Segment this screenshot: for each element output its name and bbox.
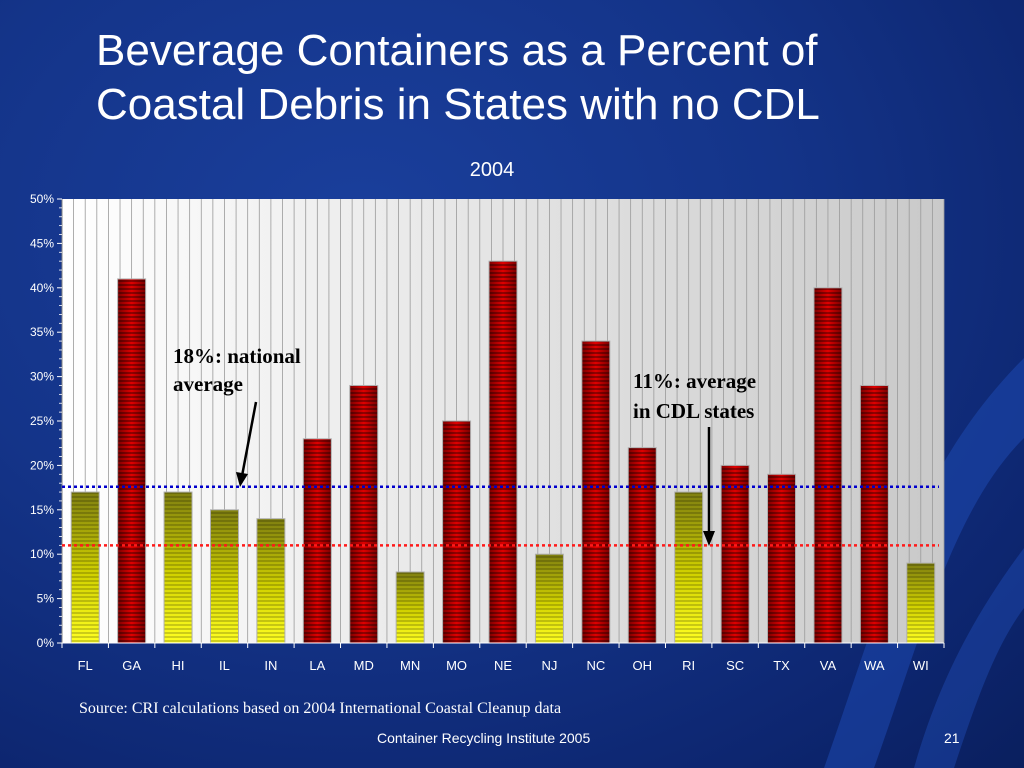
x-tick-label: RI <box>682 658 695 673</box>
bar-va <box>813 287 843 644</box>
x-tick-label: VA <box>820 658 837 673</box>
bar-md <box>349 384 379 644</box>
bar-texture <box>535 554 564 643</box>
bar-texture <box>489 261 517 643</box>
x-tick-label: IN <box>264 658 277 673</box>
bar-texture <box>349 385 378 643</box>
bar-chart: 2004 0% 5% 10% 15% 20% 25% 30% 35% 40% 45% 50% FL G… <box>30 159 945 673</box>
x-tick-label: NE <box>494 658 512 673</box>
bar-hi <box>163 491 193 644</box>
annotation-national-average: 18%: national average <box>173 344 301 487</box>
y-tick-label: 15% <box>30 503 54 517</box>
bars <box>70 260 936 644</box>
annotation-cdl-line-2: in CDL states <box>633 399 754 423</box>
x-axis: FL GA HI IL IN LA MD MN MO NE NJ NC OH RI SC TX VA WA WI <box>61 642 945 673</box>
x-tick-label: NC <box>586 658 605 673</box>
reference-lines <box>62 485 939 547</box>
x-tick-label: HI <box>172 658 185 673</box>
x-tick-label: OH <box>633 658 653 673</box>
bar-wi <box>906 562 936 644</box>
bar-texture <box>71 492 100 643</box>
y-tick-label: 50% <box>30 192 54 206</box>
slide-title-line-2: Coastal Debris in States with no CDL <box>96 80 820 129</box>
svg-text:11%: average: 11%: average <box>633 369 756 393</box>
bar-la <box>302 438 332 644</box>
bar-mn <box>395 571 425 644</box>
annotation-cdl-average: 11%: average in CDL states <box>633 369 756 546</box>
y-tick-label: 5% <box>37 592 55 606</box>
y-tick-label: 40% <box>30 281 54 295</box>
bar-texture <box>813 287 842 643</box>
bar-wa <box>859 384 889 644</box>
bar-texture <box>256 518 285 643</box>
bar-texture <box>396 571 425 643</box>
x-tick-label: GA <box>122 658 141 673</box>
annotation-national-line-1: 18%: national <box>173 344 301 368</box>
footer-organization: Container Recycling Institute 2005 <box>377 730 591 746</box>
bar-texture <box>210 509 239 643</box>
bar-nj <box>534 553 564 644</box>
bar-ne <box>488 260 518 644</box>
x-tick-label: TX <box>773 658 790 673</box>
bar-il <box>209 509 239 644</box>
x-tick-label: MO <box>446 658 467 673</box>
y-tick-label: 10% <box>30 547 54 561</box>
y-tick-label: 30% <box>30 370 54 384</box>
y-tick-label: 25% <box>30 414 54 428</box>
svg-text:average: average <box>173 372 243 396</box>
bar-texture <box>303 438 332 643</box>
bar-texture <box>164 492 193 643</box>
x-tick-label: LA <box>309 658 325 673</box>
y-axis: 0% 5% 10% 15% 20% 25% 30% 35% 40% 45% 50% <box>30 192 63 650</box>
bar-fl <box>70 491 100 644</box>
bar-sc <box>720 464 750 644</box>
svg-text:in CDL states: in CDL states <box>633 399 754 423</box>
chart-subtitle: 2004 <box>470 159 515 181</box>
annotation-national-arrowhead <box>236 472 248 487</box>
bar-mo <box>442 420 472 644</box>
y-tick-label: 35% <box>30 325 54 339</box>
bar-texture <box>442 421 471 643</box>
bar-tx <box>767 473 797 644</box>
bar-in <box>256 518 286 644</box>
x-tick-label: IL <box>219 658 230 673</box>
annotation-cdl-arrowhead <box>703 531 715 546</box>
x-tick-label: SC <box>726 658 744 673</box>
slide-title-line-1: Beverage Containers as a Percent of <box>96 26 818 75</box>
x-tick-label: FL <box>78 658 93 673</box>
x-tick-label: NJ <box>541 658 557 673</box>
bar-ri <box>674 491 704 644</box>
bar-texture <box>581 341 610 643</box>
bar-ga <box>117 278 147 644</box>
source-note: Source: CRI calculations based on 2004 I… <box>79 700 562 717</box>
annotation-cdl-line-1: 11%: average <box>633 369 756 393</box>
x-tick-label: WA <box>864 658 885 673</box>
page-number: 21 <box>944 730 960 746</box>
bar-texture <box>721 465 750 643</box>
slide-title: Beverage Containers as a Percent of Coas… <box>96 24 976 132</box>
x-tick-label: MD <box>354 658 374 673</box>
y-tick-label: 45% <box>30 236 54 250</box>
svg-text:18%: national: 18%: national <box>173 344 301 368</box>
x-tick-label: MN <box>400 658 420 673</box>
bar-texture <box>860 385 889 643</box>
bar-texture <box>767 474 796 643</box>
bar-texture <box>117 278 146 643</box>
bar-texture <box>906 563 935 643</box>
annotation-national-arrow <box>240 401 258 477</box>
bar-nc <box>581 340 611 644</box>
y-tick-label: 0% <box>37 636 55 650</box>
bar-texture <box>674 492 703 643</box>
y-tick-label: 20% <box>30 458 54 472</box>
x-tick-label: WI <box>913 658 929 673</box>
annotation-national-line-2: average <box>173 372 243 396</box>
